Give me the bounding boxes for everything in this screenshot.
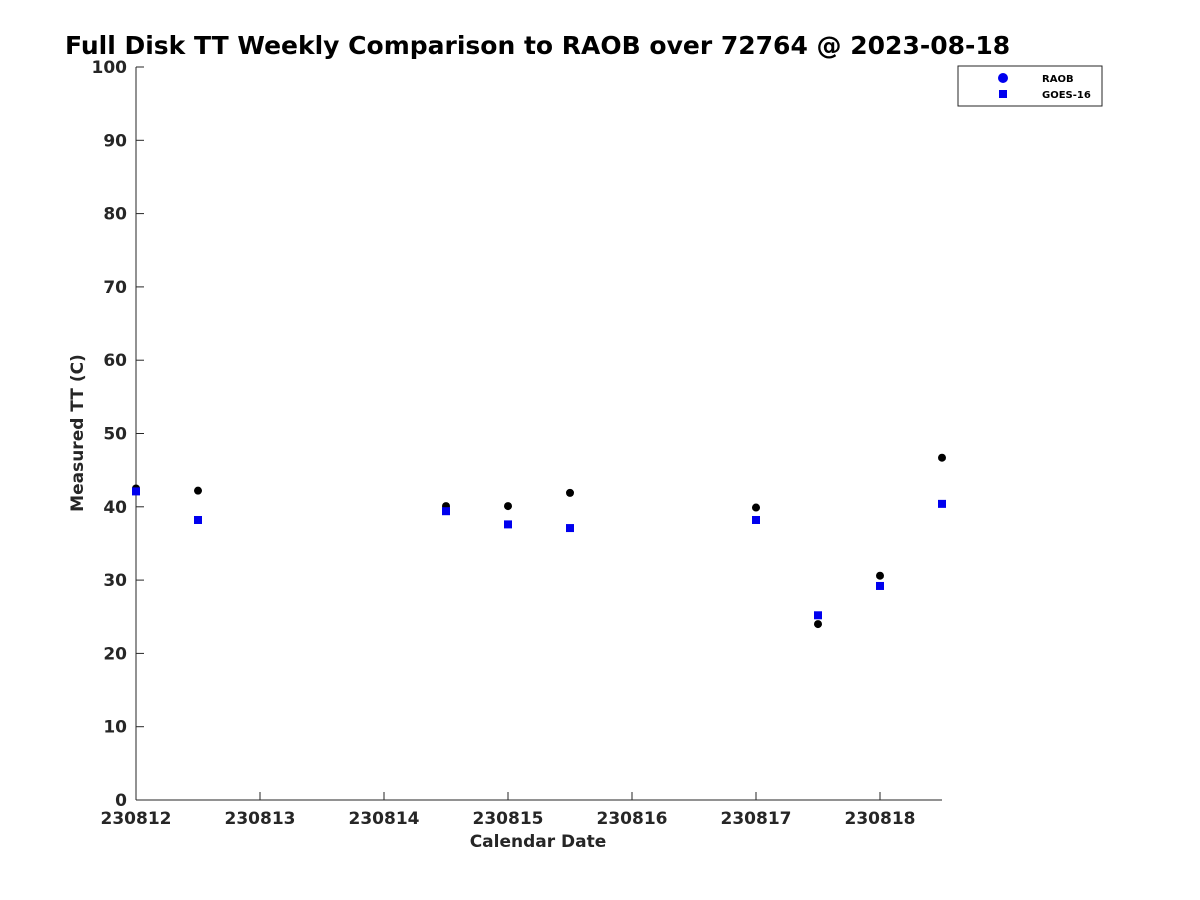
y-tick-label: 30 [103, 571, 127, 591]
point-goes-16 [876, 581, 884, 590]
y-tick-label: 20 [103, 644, 127, 664]
x-axis-label: Calendar Date [470, 832, 607, 852]
legend-marker-raob [998, 73, 1008, 83]
point-goes-16 [194, 515, 202, 524]
y-tick-label: 40 [103, 498, 127, 518]
legend-label-raob: RAOB [1042, 74, 1074, 85]
point-raob [938, 453, 946, 462]
point-goes-16 [752, 515, 760, 524]
x-tick-label: 230818 [845, 809, 916, 829]
y-tick-label: 90 [103, 131, 127, 151]
axes: 0 10 20 30 40 50 60 70 80 90 100 230812 230813 230814… [92, 58, 942, 829]
point-goes-16 [504, 520, 512, 529]
legend: RAOB GOES-16 [957, 65, 1103, 107]
x-tick-label: 230813 [225, 809, 296, 829]
legend-label-goes-16: GOES-16 [1042, 90, 1091, 101]
point-raob [504, 502, 512, 511]
x-tick-label: 230812 [101, 809, 172, 829]
point-goes-16 [566, 524, 574, 533]
point-goes-16 [814, 611, 822, 620]
point-raob [876, 571, 884, 580]
point-goes-16 [132, 487, 140, 496]
x-tick-label: 230816 [597, 809, 668, 829]
legend-marker-goes-16 [999, 90, 1007, 98]
y-tick-label: 70 [103, 278, 127, 298]
x-tick-label: 230817 [721, 809, 792, 829]
point-raob [752, 503, 760, 512]
y-tick-label: 100 [92, 58, 128, 78]
chart-title: Full Disk TT Weekly Comparison to RAOB o… [65, 31, 1010, 60]
point-goes-16 [442, 507, 450, 516]
data-marks [132, 453, 946, 629]
y-tick-label: 80 [103, 205, 127, 225]
x-tick-label: 230815 [473, 809, 544, 829]
y-tick-label: 50 [103, 425, 127, 445]
series-goes-16 [132, 487, 946, 620]
point-raob [194, 486, 202, 495]
legend-box [957, 65, 1103, 107]
y-tick-label: 0 [115, 791, 127, 811]
point-goes-16 [938, 499, 946, 508]
y-tick-label: 60 [103, 351, 127, 371]
x-tick-label: 230814 [349, 809, 420, 829]
y-tick-label: 10 [103, 718, 127, 738]
point-raob [814, 620, 822, 629]
series-raob [132, 453, 946, 629]
y-axis-label: Measured TT (C) [68, 354, 88, 512]
point-raob [566, 488, 574, 497]
